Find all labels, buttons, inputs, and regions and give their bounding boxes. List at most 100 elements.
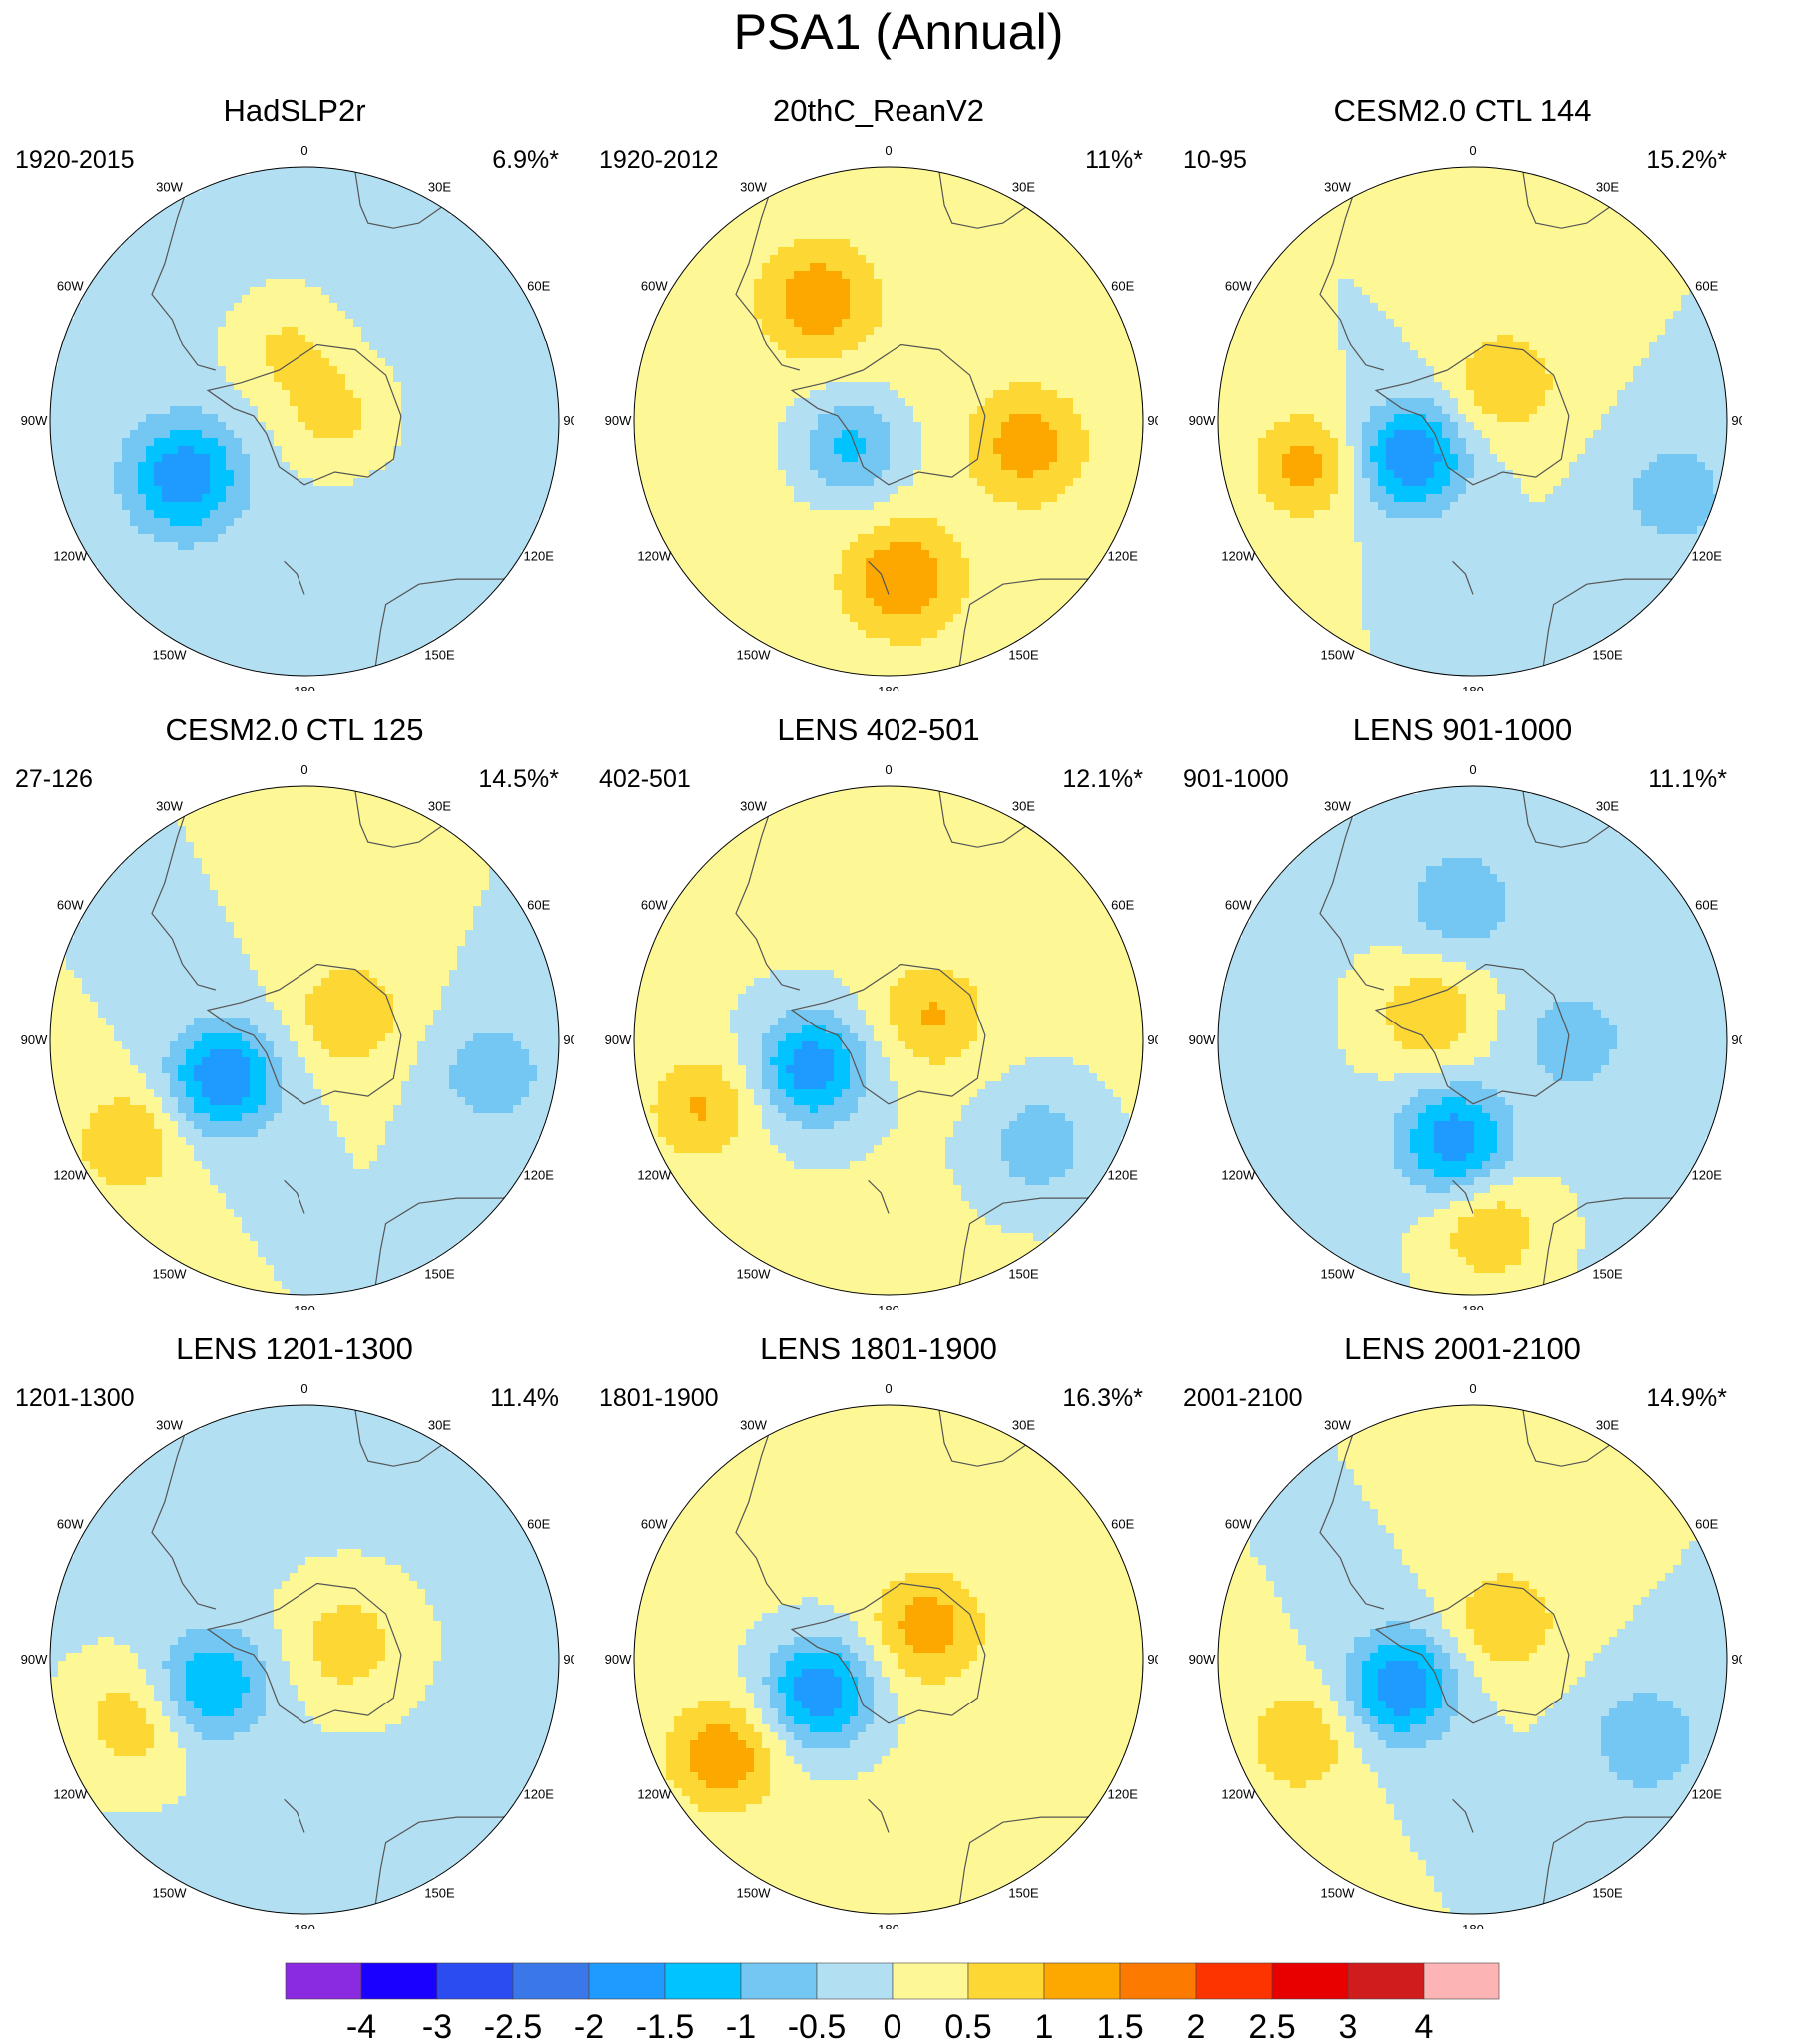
field-cell [266, 358, 275, 367]
field-cell [706, 295, 715, 304]
field-cell [66, 486, 75, 495]
field-cell [1001, 247, 1010, 256]
field-cell [977, 231, 986, 240]
field-cell [929, 422, 938, 431]
field-cell [202, 598, 211, 607]
field-cell [218, 263, 227, 272]
field-cell [202, 382, 211, 391]
field-cell [385, 566, 394, 575]
field-cell [337, 271, 346, 280]
field-cell [202, 462, 211, 471]
field-cell [210, 646, 219, 655]
field-cell [242, 175, 251, 184]
field-cell [258, 598, 267, 607]
field-cell [706, 279, 715, 288]
field-cell [505, 526, 514, 535]
field-cell [985, 311, 994, 320]
field-cell [234, 263, 243, 272]
field-cell [953, 382, 962, 391]
field-cell [961, 398, 970, 407]
field-cell [393, 478, 402, 487]
field-cell [874, 319, 883, 328]
field-cell [810, 223, 819, 232]
field-cell [329, 446, 338, 455]
field-cell [794, 263, 803, 272]
field-cell [385, 303, 394, 312]
field-cell [266, 662, 275, 671]
field-cell [449, 255, 458, 264]
field-cell [409, 430, 418, 439]
field-cell [130, 470, 139, 479]
field-cell [969, 335, 978, 343]
field-cell [266, 215, 275, 224]
field-cell [977, 398, 986, 407]
field-cell [130, 582, 139, 591]
field-cell [361, 414, 370, 423]
field-cell [666, 382, 675, 391]
field-cell [138, 422, 147, 431]
field-cell [361, 382, 370, 391]
field-cell [497, 319, 506, 328]
field-cell [250, 358, 259, 367]
field-cell [298, 311, 306, 320]
field-cell [449, 574, 458, 583]
field-cell [826, 207, 835, 216]
field-cell [682, 303, 691, 312]
field-cell [353, 430, 362, 439]
field-cell [1097, 422, 1106, 431]
field-cell [154, 295, 163, 304]
field-cell [913, 183, 922, 192]
field-cell [321, 574, 330, 583]
field-cell [313, 247, 322, 256]
field-cell [114, 510, 123, 519]
field-cell [369, 454, 378, 463]
field-cell [505, 462, 514, 471]
field-cell [210, 574, 219, 583]
field-cell [178, 438, 187, 447]
field-cell [513, 358, 522, 367]
field-cell [329, 478, 338, 487]
field-cell [642, 414, 651, 423]
field-cell [82, 398, 91, 407]
field-cell [945, 422, 954, 431]
field-cell [218, 454, 227, 463]
field-cell [266, 502, 275, 511]
field-cell [218, 646, 227, 655]
field-cell [465, 255, 474, 264]
field-cell [146, 398, 155, 407]
field-cell [385, 454, 394, 463]
field-cell [329, 590, 338, 599]
field-cell [1065, 263, 1074, 272]
field-cell [489, 327, 498, 336]
field-cell [274, 215, 283, 224]
field-cell [937, 335, 946, 343]
field-cell [714, 295, 723, 304]
field-cell [210, 271, 219, 280]
field-cell [449, 430, 458, 439]
field-cell [242, 342, 251, 351]
field-cell [985, 199, 994, 208]
field-cell [393, 574, 402, 583]
field-cell [250, 303, 259, 312]
longitude-label: 90W [21, 413, 48, 428]
field-cell [218, 438, 227, 447]
field-cell [242, 494, 251, 503]
field-cell [433, 518, 442, 527]
field-cell [114, 438, 123, 447]
field-cell [425, 430, 434, 439]
field-cell [810, 175, 819, 184]
field-cell [154, 358, 163, 367]
field-cell [778, 319, 787, 328]
field-cell [1025, 311, 1034, 320]
field-cell [1009, 207, 1018, 216]
field-cell [298, 590, 306, 599]
field-cell [441, 239, 450, 248]
field-cell [242, 478, 251, 487]
field-cell [353, 247, 362, 256]
field-cell [353, 167, 362, 176]
field-cell [409, 247, 418, 256]
field-cell [1001, 342, 1010, 351]
field-cell [146, 366, 155, 375]
field-cell [722, 223, 731, 232]
field-cell [377, 478, 386, 487]
